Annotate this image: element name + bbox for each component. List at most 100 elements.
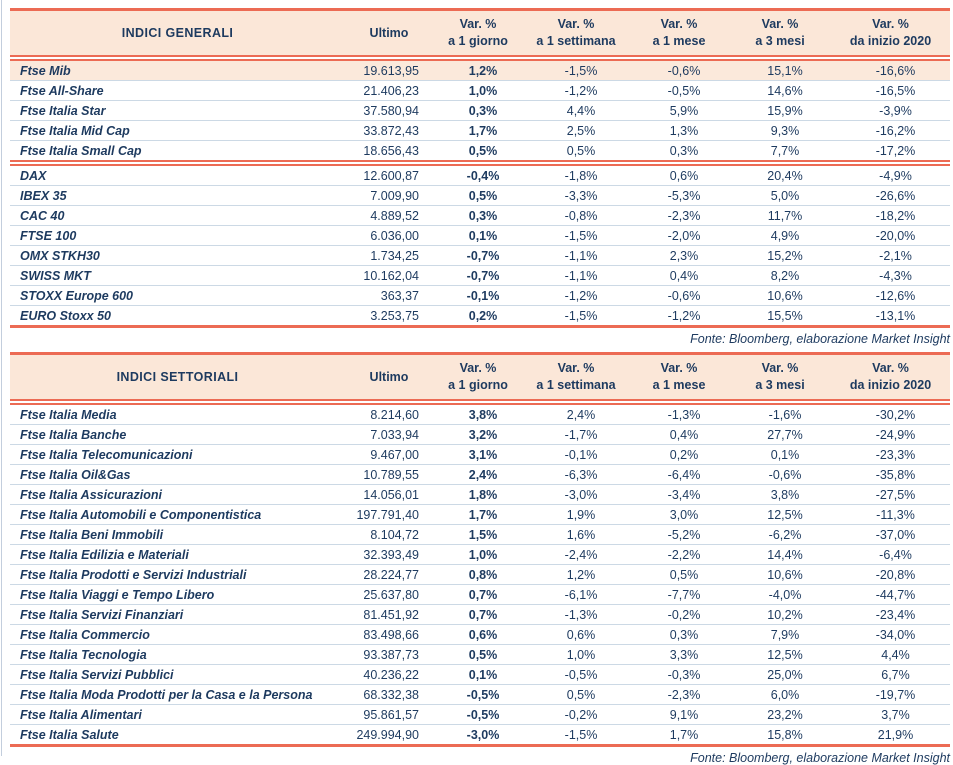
value-var-ytd: -26,6% <box>831 185 950 206</box>
value-ultimo: 81.451,92 <box>345 604 433 625</box>
value-ultimo: 249.994,90 <box>345 724 433 747</box>
value-var-1g: -0,5% <box>433 684 523 705</box>
value-ultimo: 18.656,43 <box>345 140 433 166</box>
value-var-1m: 3,0% <box>629 504 729 525</box>
table-row: Ftse All-Share 21.406,23 1,0% -1,2% -0,5… <box>10 80 950 101</box>
index-name: SWISS MKT <box>10 265 345 286</box>
table-header: INDICI SETTORIALI Ultimo Var. % a 1 gior… <box>10 352 950 405</box>
value-var-1m: -2,3% <box>629 684 729 705</box>
value-var-1w: -0,2% <box>523 704 629 725</box>
value-var-1g: 0,1% <box>433 225 523 246</box>
value-var-3m: 10,6% <box>729 564 831 585</box>
index-name: Ftse Italia Small Cap <box>10 140 345 166</box>
index-name: Ftse Italia Viaggi e Tempo Libero <box>10 584 345 605</box>
value-var-1g: -0,4% <box>433 163 523 186</box>
index-name: Ftse All-Share <box>10 80 345 101</box>
index-name: Ftse Mib <box>10 58 345 81</box>
value-var-1m: 0,2% <box>629 444 729 465</box>
value-var-1m: -1,3% <box>629 402 729 425</box>
value-ultimo: 95.861,57 <box>345 704 433 725</box>
value-var-1m: 0,5% <box>629 564 729 585</box>
value-var-1w: -0,1% <box>523 444 629 465</box>
value-var-1m: -6,4% <box>629 464 729 485</box>
value-var-ytd: -34,0% <box>831 624 950 645</box>
value-var-ytd: -35,8% <box>831 464 950 485</box>
value-var-ytd: 6,7% <box>831 664 950 685</box>
value-var-ytd: -17,2% <box>831 140 950 166</box>
value-var-3m: 4,9% <box>729 225 831 246</box>
value-var-3m: 23,2% <box>729 704 831 725</box>
index-name: EURO Stoxx 50 <box>10 305 345 328</box>
value-var-3m: 15,9% <box>729 100 831 121</box>
value-var-ytd: -18,2% <box>831 205 950 226</box>
value-var-1g: 3,2% <box>433 424 523 445</box>
index-name: DAX <box>10 163 345 186</box>
table-row: Ftse Italia Star 37.580,94 0,3% 4,4% 5,9… <box>10 100 950 121</box>
value-var-1m: -5,3% <box>629 185 729 206</box>
index-name: IBEX 35 <box>10 185 345 206</box>
table-header: INDICI GENERALI Ultimo Var. % a 1 giorno… <box>10 8 950 61</box>
col-header-var-3m: Var. % a 3 mesi <box>729 8 831 61</box>
table-row: SWISS MKT 10.162,04 -0,7% -1,1% 0,4% 8,2… <box>10 265 950 286</box>
value-var-1g: 0,6% <box>433 624 523 645</box>
value-var-1w: 2,5% <box>523 120 629 141</box>
value-var-1w: -1,8% <box>523 163 629 186</box>
value-var-ytd: -20,0% <box>831 225 950 246</box>
value-var-3m: 6,0% <box>729 684 831 705</box>
col-header-var-1w: Var. % a 1 settimana <box>523 352 629 405</box>
value-var-ytd: -30,2% <box>831 402 950 425</box>
value-ultimo: 68.332,38 <box>345 684 433 705</box>
value-var-1w: -1,1% <box>523 265 629 286</box>
value-ultimo: 19.613,95 <box>345 58 433 81</box>
index-name: Ftse Italia Commercio <box>10 624 345 645</box>
index-name: Ftse Italia Automobili e Componentistica <box>10 504 345 525</box>
value-ultimo: 10.789,55 <box>345 464 433 485</box>
col-header-var-1w: Var. % a 1 settimana <box>523 8 629 61</box>
index-name: CAC 40 <box>10 205 345 226</box>
table-row: FTSE 100 6.036,00 0,1% -1,5% -2,0% 4,9% … <box>10 225 950 246</box>
indici-generali-table: INDICI GENERALI Ultimo Var. % a 1 giorno… <box>10 8 950 328</box>
value-var-1g: 0,1% <box>433 664 523 685</box>
page-left-border <box>1 0 2 756</box>
value-var-ytd: -23,3% <box>831 444 950 465</box>
value-var-1w: -0,5% <box>523 664 629 685</box>
index-name: FTSE 100 <box>10 225 345 246</box>
value-var-ytd: -6,4% <box>831 544 950 565</box>
table-row: Ftse Italia Beni Immobili 8.104,72 1,5% … <box>10 524 950 545</box>
value-var-3m: 12,5% <box>729 644 831 665</box>
table-row: Ftse Italia Prodotti e Servizi Industria… <box>10 564 950 585</box>
value-var-1g: 1,7% <box>433 504 523 525</box>
value-ultimo: 363,37 <box>345 285 433 306</box>
value-var-ytd: -11,3% <box>831 504 950 525</box>
col-header-var-1g: Var. % a 1 giorno <box>433 352 523 405</box>
index-name: Ftse Italia Servizi Pubblici <box>10 664 345 685</box>
value-var-ytd: -12,6% <box>831 285 950 306</box>
value-var-1w: -1,5% <box>523 724 629 747</box>
value-var-1w: -1,5% <box>523 225 629 246</box>
table-row: Ftse Italia Alimentari 95.861,57 -0,5% -… <box>10 704 950 725</box>
index-name: Ftse Italia Servizi Finanziari <box>10 604 345 625</box>
table-row: Ftse Italia Telecomunicazioni 9.467,00 3… <box>10 444 950 465</box>
table-row: Ftse Italia Servizi Finanziari 81.451,92… <box>10 604 950 625</box>
value-var-1m: 0,6% <box>629 163 729 186</box>
table-body: Ftse Mib 19.613,95 1,2% -1,5% -0,6% 15,1… <box>10 58 950 328</box>
value-var-3m: 20,4% <box>729 163 831 186</box>
source-note: Fonte: Bloomberg, elaborazione Market In… <box>690 332 950 346</box>
col-header-var-1g: Var. % a 1 giorno <box>433 8 523 61</box>
value-var-1w: -6,3% <box>523 464 629 485</box>
value-var-1m: 0,3% <box>629 140 729 166</box>
col-header-var-1m: Var. % a 1 mese <box>629 8 729 61</box>
value-var-3m: 15,8% <box>729 724 831 747</box>
table-row: STOXX Europe 600 363,37 -0,1% -1,2% -0,6… <box>10 285 950 306</box>
value-ultimo: 3.253,75 <box>345 305 433 328</box>
value-var-1m: -0,6% <box>629 285 729 306</box>
value-var-ytd: -16,5% <box>831 80 950 101</box>
value-var-3m: 14,6% <box>729 80 831 101</box>
value-ultimo: 6.036,00 <box>345 225 433 246</box>
col-header-var-ytd: Var. % da inizio 2020 <box>831 8 950 61</box>
value-var-1w: -3,3% <box>523 185 629 206</box>
value-ultimo: 12.600,87 <box>345 163 433 186</box>
table-row: Ftse Italia Small Cap 18.656,43 0,5% 0,5… <box>10 140 950 166</box>
value-var-1g: 0,7% <box>433 604 523 625</box>
value-var-1g: 1,5% <box>433 524 523 545</box>
